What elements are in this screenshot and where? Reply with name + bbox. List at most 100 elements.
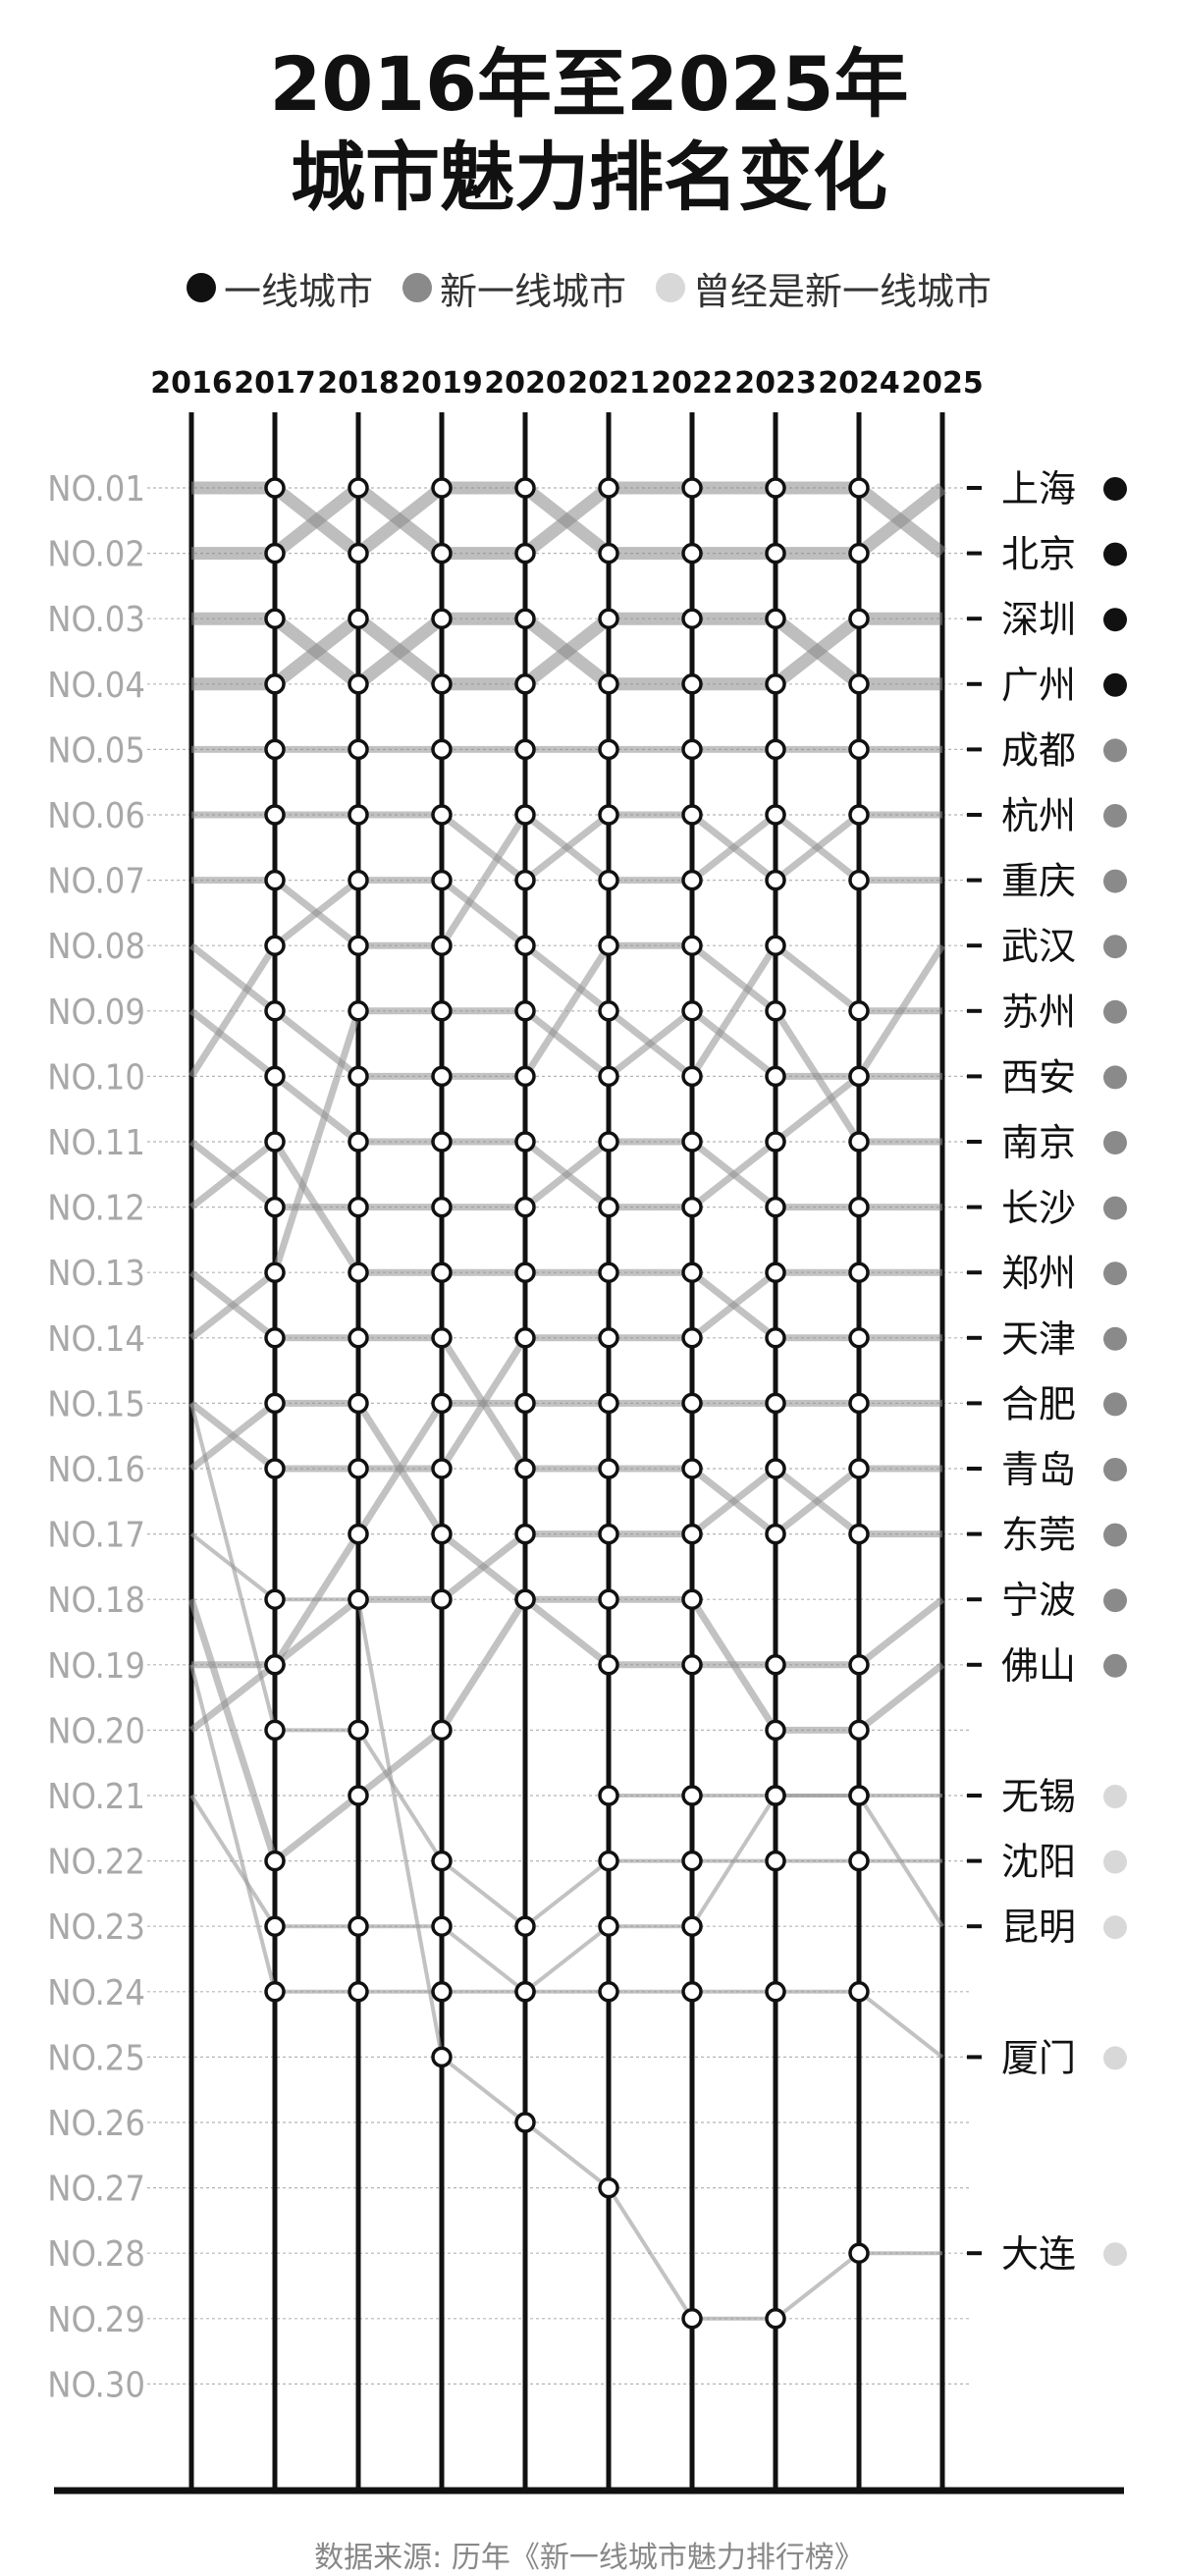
tier-dot-杭州	[1103, 804, 1127, 828]
marker-沈阳-2017	[264, 1719, 286, 1742]
marker-昆明-2024	[848, 1785, 870, 1806]
city-label-深圳: 深圳	[1001, 598, 1076, 641]
marker-上海-2019	[431, 477, 453, 499]
marker-杭州-2023	[765, 869, 786, 891]
marker-青岛-2017	[264, 1327, 286, 1349]
marker-长沙-2017	[264, 1196, 286, 1218]
rank-label-no29: NO.29	[47, 2300, 145, 2340]
series-line-北京	[191, 481, 947, 561]
marker-上海-2023	[765, 542, 786, 564]
marker-厦门-2019	[431, 1915, 453, 1937]
marker-深圳-2017	[264, 608, 286, 629]
tier-dot-广州	[1103, 672, 1127, 697]
marker-厦门-2024	[848, 1981, 870, 2003]
marker-东莞-2017	[264, 1654, 286, 1676]
marker-沈阳-2018	[348, 1719, 369, 1742]
rank-label-no26: NO.26	[47, 2104, 145, 2144]
marker-重庆-2024	[848, 869, 870, 891]
marker-西安-2021	[598, 1065, 619, 1088]
marker-天津-2021	[598, 1261, 619, 1283]
legend: 一线城市 新一线城市 曾经是新一线城市	[0, 261, 1178, 315]
tier-dot-北京	[1103, 542, 1127, 566]
marker-深圳-2019	[431, 608, 453, 629]
marker-长沙-2021	[598, 1131, 619, 1153]
rank-label-no06: NO.06	[47, 796, 145, 836]
marker-深圳-2022	[681, 673, 703, 695]
marker-东莞-2021	[598, 1523, 619, 1545]
marker-青岛-2024	[848, 1458, 870, 1479]
marker-沈阳-2020	[514, 1915, 536, 1937]
marker-广州-2023	[765, 608, 786, 629]
tier-dot-佛山	[1103, 1653, 1127, 1678]
tier-dot-宁波	[1103, 1588, 1127, 1613]
marker-成都-2018	[348, 738, 369, 761]
marker-佛山-2021	[598, 1588, 619, 1610]
marker-郑州-2023	[765, 1261, 786, 1283]
marker-昆明-2018	[348, 1981, 369, 2003]
marker-合肥-2022	[681, 1392, 703, 1415]
marker-佛山-2023	[765, 1719, 786, 1742]
marker-宁波-2022	[681, 1654, 703, 1676]
city-label-沈阳: 沈阳	[1001, 1841, 1076, 1884]
rank-label-no19: NO.19	[47, 1646, 145, 1687]
city-label-南京: 南京	[1001, 1121, 1076, 1164]
marker-大连-2017	[264, 1588, 286, 1610]
marker-苏州-2017	[264, 935, 286, 956]
marker-沈阳-2024	[848, 1850, 870, 1872]
marker-大连-2022	[681, 2308, 703, 2330]
marker-佛山-2019	[431, 1719, 453, 1742]
marker-东莞-2024	[848, 1523, 870, 1545]
marker-成都-2024	[848, 738, 870, 761]
marker-重庆-2017	[264, 869, 286, 891]
marker-厦门-2017	[264, 1915, 286, 1937]
marker-天津-2017	[264, 1131, 286, 1153]
legend-item-tier1: 一线城市	[186, 261, 373, 315]
marker-合肥-2019	[431, 1392, 453, 1415]
marker-合肥-2018	[348, 1523, 369, 1545]
city-label-广州: 广州	[1001, 664, 1076, 707]
marker-大连-2023	[765, 2308, 786, 2330]
marker-武汉-2021	[598, 1196, 619, 1218]
tier-dot-深圳	[1103, 608, 1127, 632]
marker-杭州-2021	[598, 804, 619, 826]
marker-合肥-2020	[514, 1392, 536, 1415]
marker-广州-2019	[431, 673, 453, 695]
rank-label-no01: NO.01	[47, 469, 145, 510]
marker-长沙-2023	[765, 1196, 786, 1218]
marker-天津-2022	[681, 1261, 703, 1283]
rank-label-no14: NO.14	[47, 1319, 145, 1360]
chart-title-line2: 城市魅力排名变化	[291, 134, 887, 221]
marker-佛山-2020	[514, 1588, 536, 1610]
series-line-合肥	[191, 1399, 942, 1669]
marker-广州-2020	[514, 673, 536, 695]
marker-苏州-2018	[348, 869, 369, 891]
marker-西安-2018	[348, 1000, 369, 1022]
marker-杭州-2018	[348, 804, 369, 826]
marker-佛山-2018	[348, 1785, 369, 1806]
marker-杭州-2024	[848, 804, 870, 826]
marker-广州-2017	[264, 673, 286, 695]
rank-label-no04: NO.04	[47, 666, 145, 706]
marker-苏州-2022	[681, 1065, 703, 1088]
legend-label-new-tier1: 新一线城市	[439, 269, 626, 313]
tier-dot-昆明	[1103, 1915, 1127, 1940]
marker-宁波-2018	[348, 1392, 369, 1415]
city-label-昆明: 昆明	[1001, 1905, 1076, 1949]
marker-重庆-2021	[598, 869, 619, 891]
tier-dot-苏州	[1103, 999, 1127, 1024]
rank-label-no03: NO.03	[47, 600, 145, 640]
series-line-佛山	[187, 1595, 945, 1865]
legend-dot-tier1	[186, 273, 216, 302]
marker-合肥-2024	[848, 1392, 870, 1415]
marker-北京-2023	[765, 477, 786, 499]
series-line-广州	[191, 612, 942, 691]
marker-青岛-2019	[431, 1327, 453, 1349]
marker-武汉-2019	[431, 1131, 453, 1153]
year-label-2019: 2019	[401, 366, 483, 401]
city-label-成都: 成都	[1001, 728, 1076, 772]
marker-昆明-2022	[681, 1915, 703, 1937]
marker-广州-2022	[681, 608, 703, 629]
rank-label-no25: NO.25	[47, 2038, 145, 2078]
marker-昆明-2023	[765, 1785, 786, 1806]
marker-昆明-2021	[598, 1915, 619, 1937]
